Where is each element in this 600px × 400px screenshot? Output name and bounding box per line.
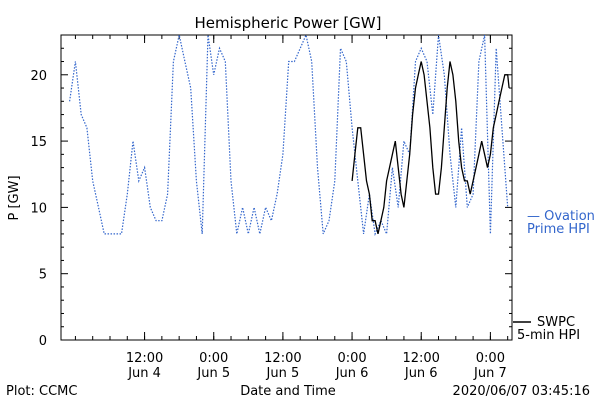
- legend-ovation-line1: — Ovation: [527, 209, 595, 224]
- y-axis-label: P [GW]: [7, 175, 22, 220]
- legend-ovation-line2: Prime HPI: [527, 222, 590, 237]
- x-axis-label: Date and Time: [240, 384, 336, 399]
- x-tick-label-time: 12:00: [402, 351, 439, 366]
- legend-swpc-line1: SWPC: [537, 315, 575, 330]
- footer-credit: Plot: CCMC: [6, 384, 77, 399]
- y-tick-label: 5: [39, 268, 47, 283]
- footer-timestamp: 2020/06/07 03:45:16: [453, 384, 590, 399]
- x-tick-label-time: 0:00: [476, 351, 505, 366]
- series-ovation-prime-line: [69, 35, 509, 237]
- x-tick-label-date: Jun 6: [404, 366, 438, 381]
- x-tick-label-time: 12:00: [126, 351, 163, 366]
- x-tick-label-time: 12:00: [264, 351, 301, 366]
- x-tick-label-time: 0:00: [337, 351, 366, 366]
- plot-frame: [60, 34, 513, 341]
- x-tick-label-date: Jun 7: [473, 366, 507, 381]
- legend: — Ovation Prime HPI SWPC 5-min HPI: [513, 209, 595, 343]
- chart-title: Hemispheric Power [GW]: [195, 14, 382, 32]
- x-tick-label-date: Jun 5: [266, 366, 300, 381]
- x-tick-label-date: Jun 4: [127, 366, 161, 381]
- x-tick-label-time: 0:00: [199, 351, 228, 366]
- series-swpc-line: [351, 61, 510, 235]
- y-tick-label: 20: [30, 69, 47, 84]
- y-tick-label: 0: [39, 334, 47, 349]
- x-tick-label-date: Jun 6: [335, 366, 369, 381]
- x-tick-label-date: Jun 5: [196, 366, 230, 381]
- y-tick-label: 10: [30, 201, 47, 216]
- legend-swpc-line2: 5-min HPI: [517, 328, 580, 343]
- y-tick-label: 15: [30, 135, 47, 150]
